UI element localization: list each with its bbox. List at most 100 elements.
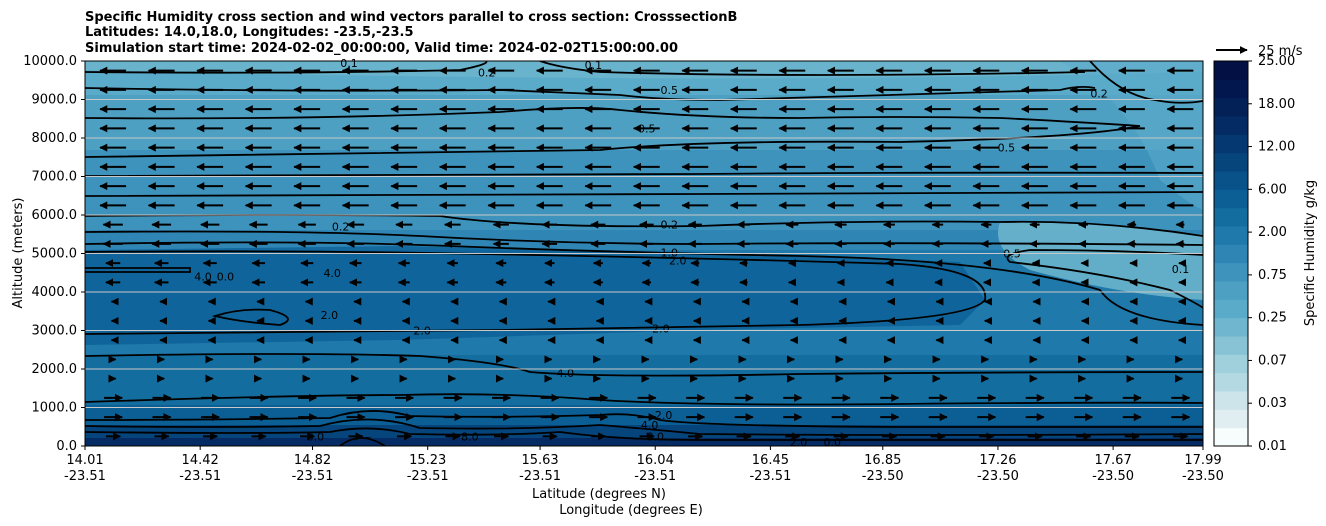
colorbar-swatch [1214, 116, 1248, 135]
x-tick-label-longitude: -23.50 [1092, 469, 1134, 484]
x-tick-label-latitude: 16.85 [864, 453, 901, 468]
colorbar-swatch [1214, 244, 1248, 264]
y-tick-label: 7000.0 [32, 170, 78, 185]
contour-label: 0.0 [823, 436, 841, 449]
contour-label: 0.2 [661, 219, 679, 232]
contour-line [85, 107, 1141, 158]
colorbar-swatch [1214, 134, 1248, 154]
contour-label: 0.2 [1090, 88, 1108, 101]
contour-label: 0.5 [998, 142, 1016, 155]
contour-label: 8.0 [307, 430, 325, 443]
x-tick-label-latitude: 16.45 [752, 453, 789, 468]
contour-label: 8.0 [646, 430, 664, 443]
contour-line [85, 61, 488, 74]
x-axis-label-longitude: Longitude (degrees E) [559, 503, 703, 518]
colorbar-frame [1213, 60, 1249, 447]
contour-label: 4.0 [194, 271, 212, 284]
colorbar-tick-label: 0.01 [1258, 439, 1287, 454]
x-tick-label-latitude: 17.99 [1184, 453, 1221, 468]
x-tick-label-longitude: -23.51 [64, 469, 106, 484]
wind-vectors [99, 66, 1194, 441]
y-tick-label: 9000.0 [32, 93, 78, 108]
contour-label: 2.0 [652, 323, 670, 336]
x-tick-label-latitude: 17.26 [979, 453, 1016, 468]
contour-label: 0.1 [340, 57, 358, 70]
contour-line [85, 267, 191, 273]
chart-title-line-2: Latitudes: 14.0,18.0, Longitudes: -23.5,… [85, 25, 414, 40]
colorbar-swatch [1214, 189, 1248, 209]
colorbar-tick-label: 0.75 [1258, 268, 1287, 283]
colorbar-swatch [1214, 299, 1248, 319]
y-tick-label: 6000.0 [32, 208, 78, 223]
y-tick-label: 0.0 [56, 439, 77, 454]
colorbar-tick-label: 6.00 [1258, 182, 1287, 197]
colorbar-swatch [1214, 79, 1248, 99]
contour-label: 0.0 [217, 271, 235, 284]
colorbar-ticks: 0.01 0.03 0.07 0.25 0.75 2.00 6.00 12.00 18.00 25… [1248, 54, 1295, 454]
colorbar-swatch [1214, 336, 1248, 355]
contour-label: 0.1 [1172, 263, 1190, 276]
contour-label: 2.0 [669, 254, 687, 267]
contour-label: 4.0 [557, 367, 575, 380]
x-tick-label-longitude: -23.50 [977, 469, 1019, 484]
contour-label: 0.2 [478, 67, 496, 80]
x-tick-label-latitude: 14.42 [182, 453, 219, 468]
contour-label: 0.5 [638, 122, 656, 135]
contour-line [85, 241, 1203, 326]
y-axis-label: Altitude (meters) [11, 198, 26, 309]
x-tick-label-longitude: -23.51 [179, 469, 221, 484]
x-tick-label-longitude: -23.51 [292, 469, 334, 484]
contour-label: 0.1 [585, 59, 603, 72]
colorbar-tick-label: 2.00 [1258, 225, 1287, 240]
colorbar-swatch [1214, 171, 1248, 190]
contour-label: 4.0 [641, 419, 659, 432]
chart-title-line-3: Simulation start time: 2024-02-02_00:00:… [85, 41, 678, 56]
contour-line [85, 191, 1203, 197]
contour-label: 2.0 [321, 309, 339, 322]
contour-label: 2.0 [655, 409, 673, 422]
dry-patch-upper-right [998, 221, 1203, 300]
colorbar-tick-label: 12.00 [1258, 140, 1295, 155]
contour-line [85, 171, 1203, 177]
x-tick-label-latitude: 15.63 [521, 453, 558, 468]
contour-label: 4.0 [323, 267, 341, 280]
colorbar-tick-label: 0.25 [1258, 311, 1287, 326]
contour-labels: 0.10.20.10.50.50.20.50.2 0.21.02.00.50.14… [194, 57, 1189, 449]
contour-line [85, 427, 1203, 442]
contour-line [539, 61, 1086, 76]
x-tick-label-longitude: -23.50 [862, 469, 904, 484]
colorbar-swatch [1214, 391, 1248, 410]
y-tick-label: 4000.0 [32, 285, 78, 300]
band-mid-upper [85, 150, 1203, 230]
y-tick-label: 10000.0 [23, 54, 77, 69]
contour-label: 8.0 [461, 430, 479, 443]
colorbar-swatch [1214, 226, 1248, 245]
chart-title-line-1: Specific Humidity cross section and wind… [85, 10, 737, 25]
colorbar-swatch [1214, 354, 1248, 374]
x-tick-label-longitude: -23.51 [749, 469, 791, 484]
band-upper [85, 95, 1203, 155]
y-tick-label: 8000.0 [32, 131, 78, 146]
colorbar-swatch [1214, 207, 1248, 227]
x-tick-label-latitude: 14.01 [66, 453, 103, 468]
colorbar-swatch [1214, 61, 1248, 80]
colorbar-label: Specific Humidity g/kg [1303, 180, 1318, 326]
y-axis-ticks: 0.0 1000.0 2000.0 3000.0 4000.0 5000.0 6000.0 7… [23, 54, 85, 454]
colorbar-swatch [1214, 372, 1248, 392]
x-axis-label-latitude: Latitude (degrees N) [532, 487, 666, 502]
contour-label: 0.5 [661, 84, 679, 97]
colorbar-swatch [1214, 262, 1248, 282]
horizontal-gridlines [85, 99, 1203, 408]
colorbar-swatch [1214, 152, 1248, 172]
colorbar-swatch [1214, 281, 1248, 300]
colorbar-tick-label: 0.03 [1258, 396, 1287, 411]
x-tick-label-longitude: -23.50 [1182, 469, 1224, 484]
colorbar-swatch [1214, 317, 1248, 337]
x-tick-label-longitude: -23.51 [634, 469, 676, 484]
colorbar-swatch [1214, 427, 1248, 447]
x-tick-label-longitude: -23.51 [407, 469, 449, 484]
colorbar-tick-label: 25.00 [1258, 54, 1295, 69]
contour-label: 0.2 [332, 221, 350, 234]
x-tick-label-latitude: 14.82 [294, 453, 331, 468]
